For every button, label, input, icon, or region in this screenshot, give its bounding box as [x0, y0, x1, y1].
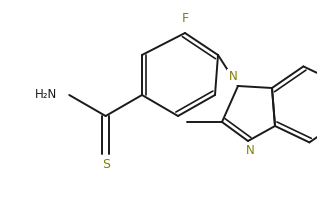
Text: H₂N: H₂N [35, 89, 57, 102]
Text: F: F [181, 12, 189, 26]
Text: N: N [246, 144, 254, 156]
Text: N: N [229, 70, 237, 84]
Text: S: S [102, 157, 110, 170]
